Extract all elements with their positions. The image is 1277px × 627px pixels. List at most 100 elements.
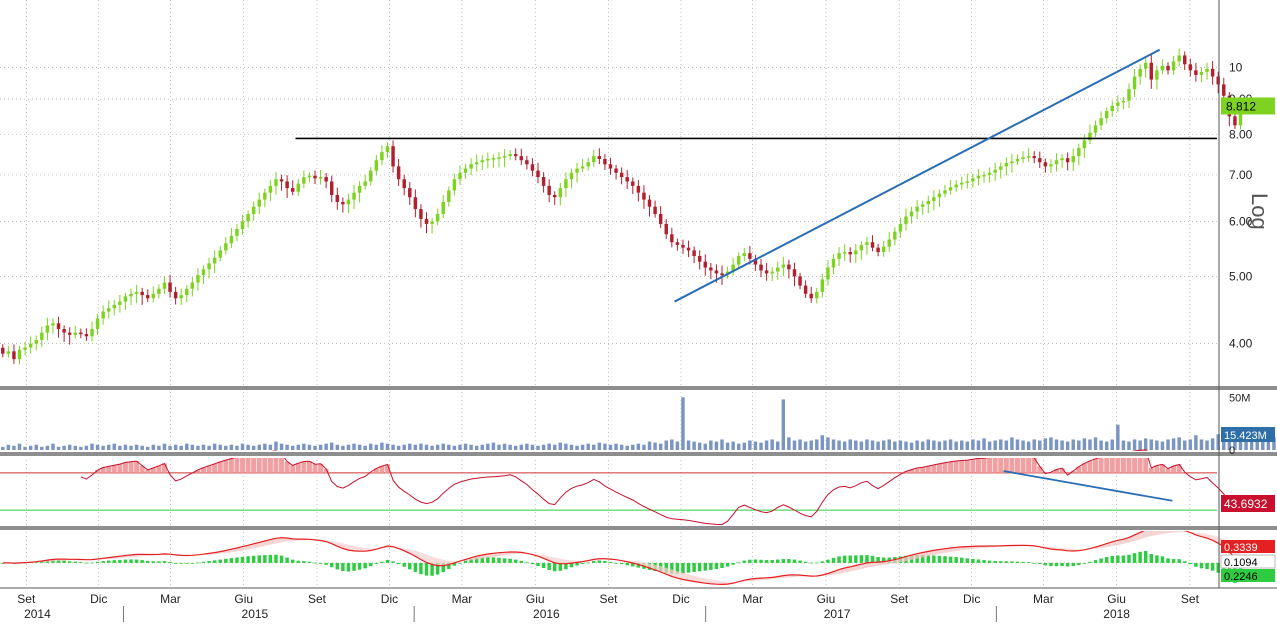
macd-histogram-bar [202, 562, 205, 563]
macd-histogram-bar [291, 560, 294, 563]
macd-histogram-bar [1060, 563, 1063, 566]
macd-histogram-bar [737, 562, 740, 563]
macd-histogram-bar [620, 563, 623, 564]
candle-body [575, 169, 578, 173]
candle-body [536, 171, 539, 177]
macd-histogram-bar [720, 563, 723, 568]
candle-body [598, 156, 601, 159]
candle-body [258, 200, 261, 207]
volume-bar [731, 442, 734, 450]
macd-histogram-bar [1205, 563, 1208, 569]
macd-histogram-bar [96, 562, 99, 563]
candle-body [854, 250, 857, 254]
separator-bar [0, 526, 1277, 530]
macd-band [360, 547, 366, 551]
candle-body [157, 289, 160, 294]
candle-body [458, 173, 461, 179]
candle-body [1049, 164, 1052, 166]
volume-bar [191, 445, 194, 450]
macd-histogram-bar [1111, 556, 1114, 563]
volume-bar [1122, 441, 1125, 450]
volume-bar [380, 443, 383, 450]
month-label: Giu [1107, 592, 1126, 606]
volume-bar [570, 445, 573, 450]
candle-body [90, 329, 93, 336]
volume-bar [464, 444, 467, 450]
candle-body [375, 160, 378, 170]
macd-histogram-bar [1038, 563, 1041, 564]
volume-bar [258, 445, 261, 450]
month-label: Mar [742, 592, 763, 606]
volume-bar [1105, 442, 1108, 450]
candle-body [609, 164, 612, 168]
candle-body [79, 333, 82, 335]
candle-body [570, 173, 573, 179]
volume-bar [1016, 439, 1019, 450]
candle-body [581, 166, 584, 168]
candle-body [319, 177, 322, 179]
candle-body [1144, 63, 1147, 69]
macd-histogram-bar [938, 556, 941, 563]
macd-histogram-bar [196, 563, 199, 564]
macd-histogram-bar [363, 563, 366, 568]
macd-histogram-bar [609, 562, 612, 563]
candle-body [1010, 161, 1013, 163]
candle-body [397, 166, 400, 179]
candle-body [419, 209, 422, 219]
candle-body [68, 333, 71, 335]
candle-body [74, 333, 77, 335]
candle-body [943, 190, 946, 193]
candle-body [1138, 69, 1141, 77]
candle-body [341, 202, 344, 204]
macd-histogram-bar [1177, 559, 1180, 563]
macd-histogram-bar [79, 562, 82, 563]
macd-histogram-bar [497, 558, 500, 563]
volume-bar [369, 444, 372, 450]
macd-histogram-bar [754, 560, 757, 563]
macd-histogram-bar [369, 563, 372, 566]
candle-body [291, 188, 294, 192]
candle-body [1016, 159, 1019, 161]
macd-histogram-bar [1088, 562, 1091, 563]
candle-body [525, 160, 528, 164]
month-label: Mar [452, 592, 473, 606]
volume-bar [904, 442, 907, 450]
month-label: Dic [963, 592, 980, 606]
candle-body [508, 154, 511, 156]
volume-bar [18, 444, 21, 450]
rsi-last-label: 43.6932 [1224, 497, 1268, 511]
volume-bar [1077, 441, 1080, 450]
macd-histogram-bar [419, 563, 422, 574]
macd-histogram-bar [592, 561, 595, 563]
macd-histogram-bar [1044, 563, 1047, 565]
macd-histogram-bar [765, 560, 768, 563]
candle-body [1189, 64, 1192, 70]
volume-bar [430, 446, 433, 450]
macd-histogram-bar [1094, 560, 1097, 563]
volume-bar [1038, 441, 1041, 450]
volume-bar [1083, 438, 1086, 450]
volume-bar [609, 445, 612, 450]
candle-body [62, 329, 65, 333]
candle-body [804, 286, 807, 294]
volume-bar [508, 445, 511, 450]
volume-bar [726, 443, 729, 450]
candle-body [85, 334, 88, 336]
volume-bar [90, 444, 93, 450]
macd-histogram-bar [520, 561, 523, 563]
volume-bar [174, 445, 177, 450]
macd-histogram-bar [977, 559, 980, 562]
macd-histogram-bar [163, 561, 166, 563]
candle-body [648, 200, 651, 207]
candle-body [402, 179, 405, 188]
macd-histogram-bar [1049, 563, 1052, 566]
volume-bar [670, 439, 673, 450]
macd-histogram-bar [698, 563, 701, 571]
candle-body [704, 262, 707, 268]
volume-bar [848, 439, 851, 450]
volume-bar [386, 444, 389, 450]
candle-body [893, 232, 896, 240]
volume-bar [927, 439, 930, 450]
volume-bar [458, 445, 461, 450]
macd-histogram-bar [809, 563, 812, 564]
